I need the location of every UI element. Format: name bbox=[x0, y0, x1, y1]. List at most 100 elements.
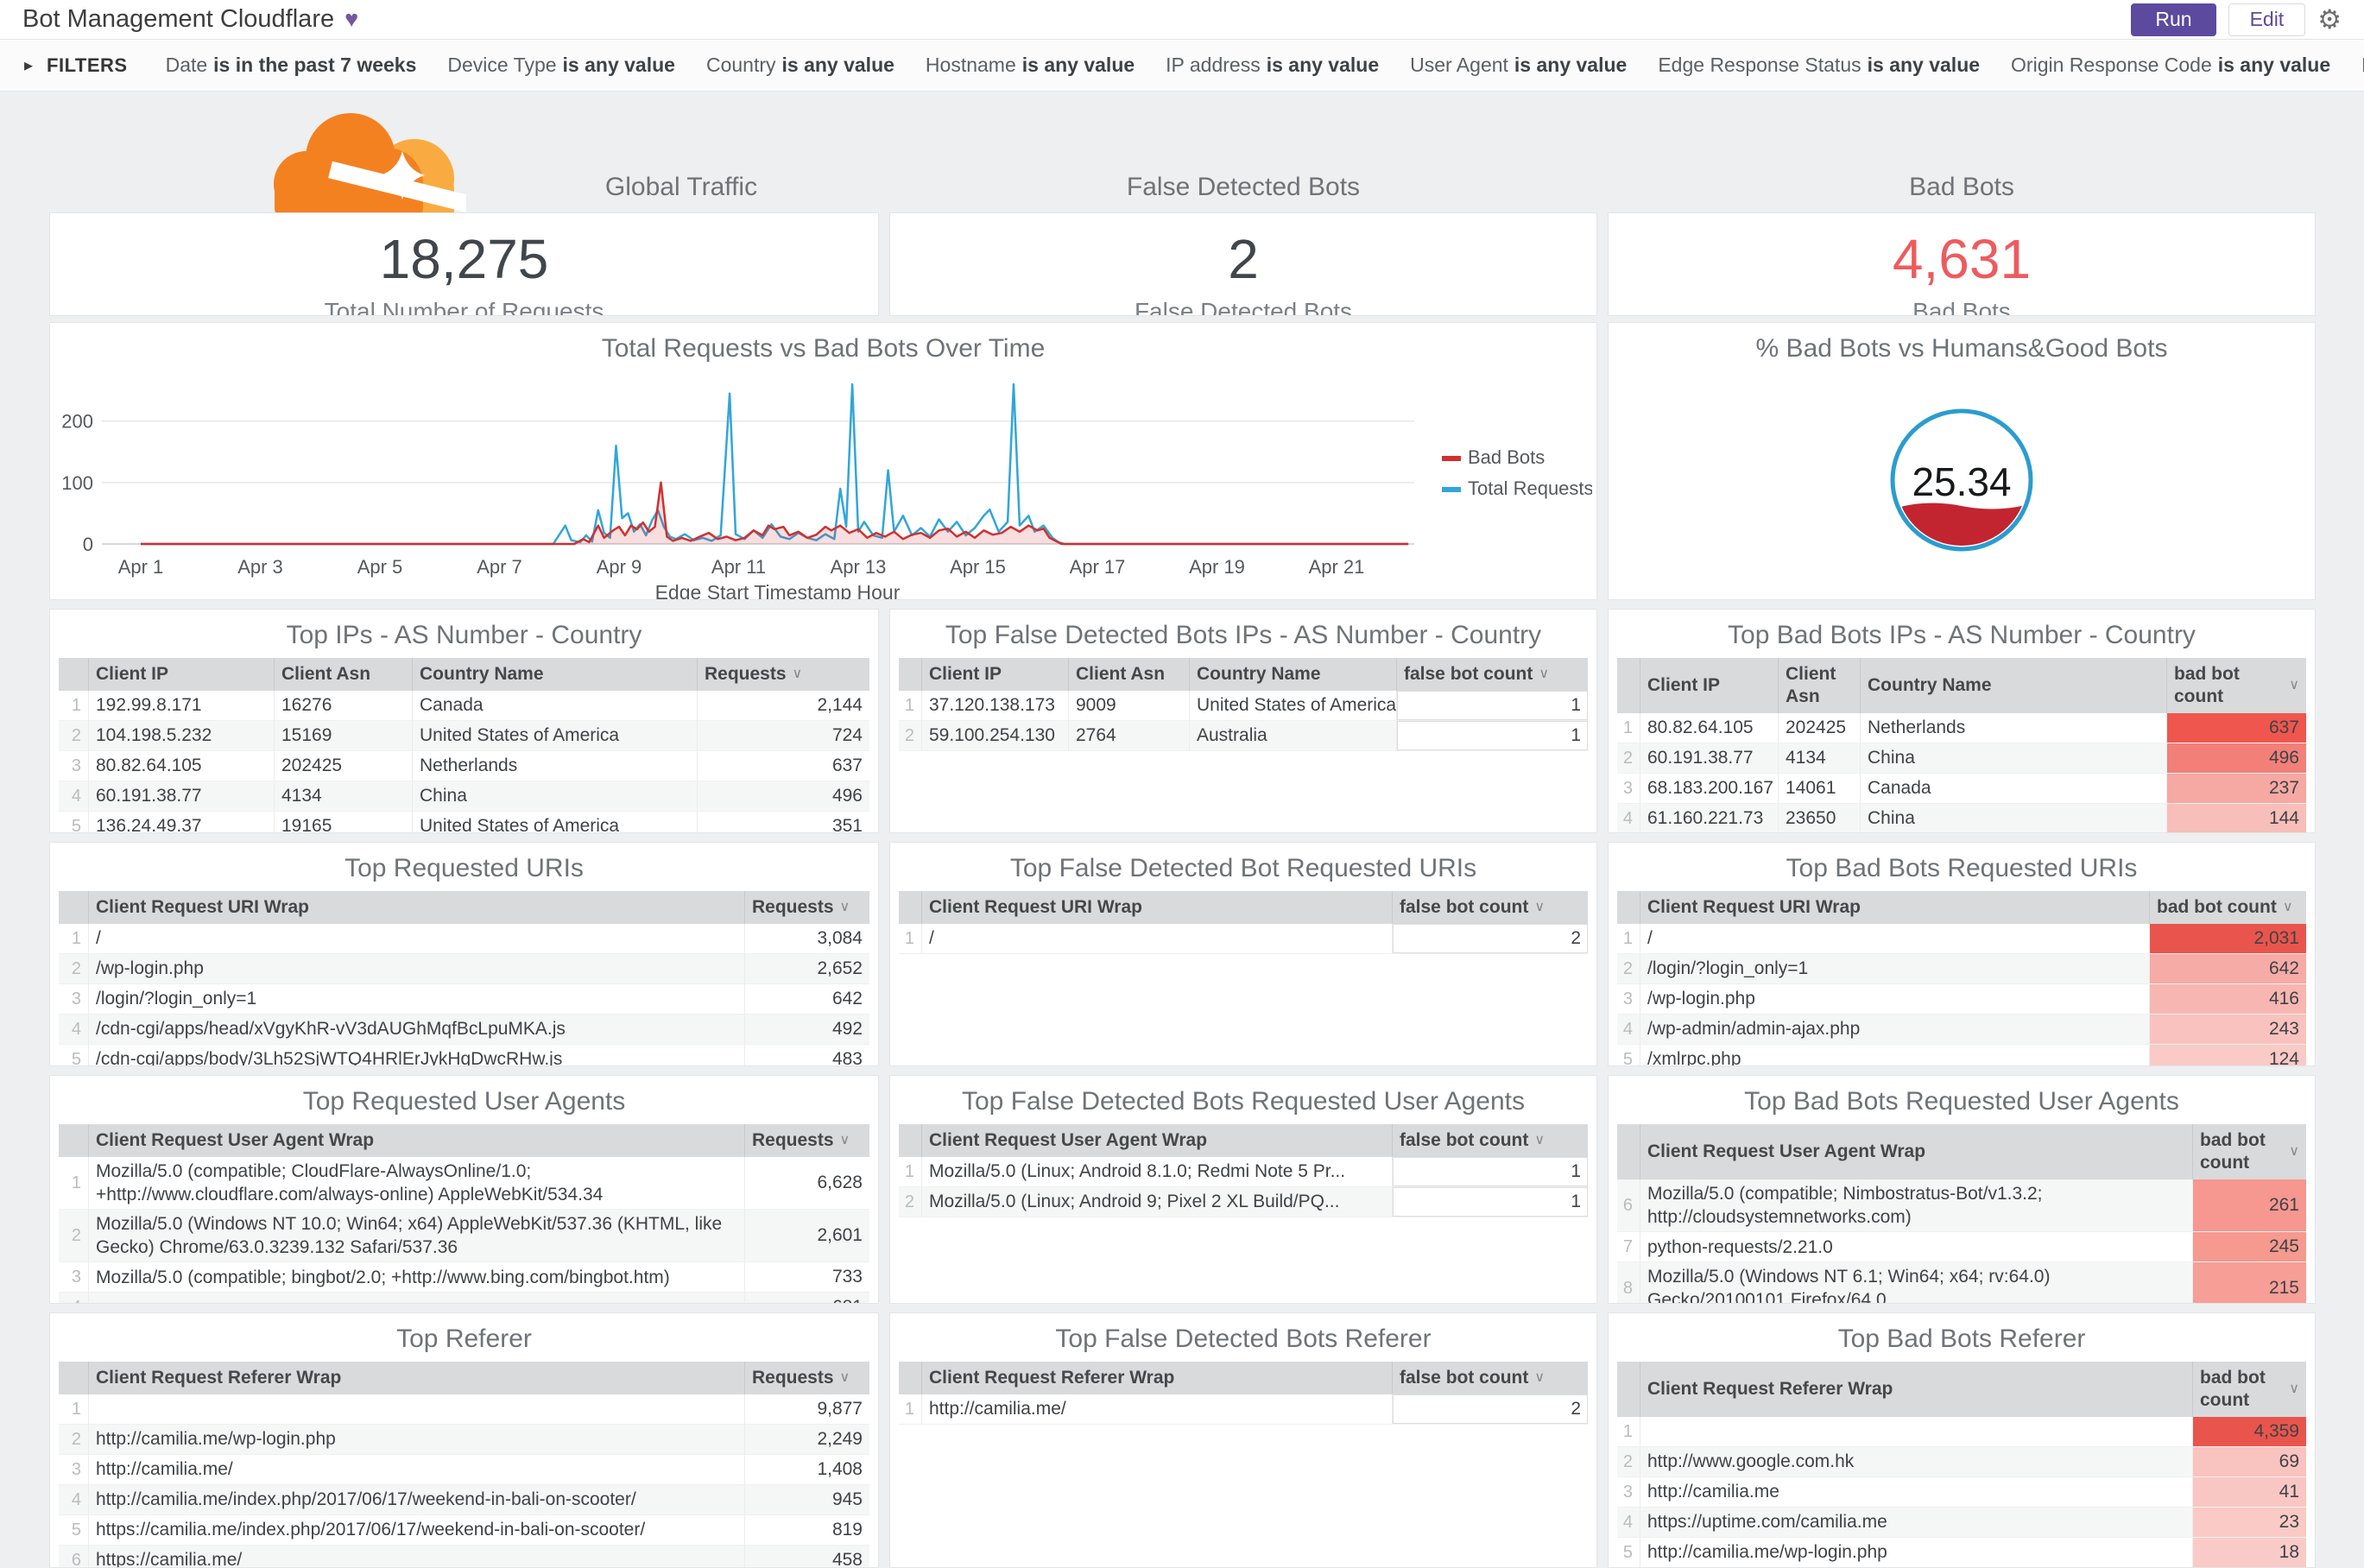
table-cell-measure[interactable]: 2,652 bbox=[744, 954, 869, 983]
column-header-measure[interactable]: bad bot count ∨ bbox=[2192, 1124, 2306, 1179]
table-cell-measure[interactable]: 2,249 bbox=[744, 1425, 869, 1454]
table-cell[interactable]: 60.191.38.77 bbox=[1640, 743, 1778, 773]
column-header-measure[interactable]: Requests ∨ bbox=[744, 1362, 869, 1394]
table-cell[interactable]: 23650 bbox=[1778, 804, 1860, 832]
table-cell[interactable]: 60.191.38.77 bbox=[88, 781, 274, 811]
column-header[interactable]: Client Request User Agent Wrap bbox=[921, 1124, 1392, 1157]
table-cell[interactable] bbox=[88, 1293, 744, 1303]
table-cell[interactable]: China bbox=[1860, 804, 2166, 832]
filter-item[interactable]: Device Type is any value bbox=[447, 54, 675, 77]
table-cell-measure[interactable]: 2,031 bbox=[2149, 924, 2306, 953]
table-cell[interactable]: /login/?login_only=1 bbox=[1640, 954, 2149, 983]
table-cell-measure[interactable]: 733 bbox=[744, 1262, 869, 1292]
table-cell[interactable]: 4134 bbox=[1778, 743, 1860, 773]
table-cell[interactable]: 19165 bbox=[274, 812, 412, 832]
table-cell[interactable]: 80.82.64.105 bbox=[88, 751, 274, 781]
table-cell-measure[interactable]: 642 bbox=[744, 984, 869, 1014]
table-cell[interactable]: http://camilia.me/ bbox=[921, 1394, 1392, 1424]
filter-item[interactable]: Date is in the past 7 weeks bbox=[166, 54, 417, 77]
column-header[interactable]: Client Request User Agent Wrap bbox=[1640, 1124, 2192, 1179]
column-header[interactable]: Client Asn bbox=[274, 658, 412, 691]
table-cell[interactable]: 37.120.138.173 bbox=[921, 691, 1068, 720]
table-cell-measure[interactable]: 416 bbox=[2149, 984, 2306, 1014]
table-cell-measure[interactable]: 124 bbox=[2149, 1045, 2306, 1065]
column-header[interactable]: Country Name bbox=[412, 658, 697, 691]
column-header[interactable]: Client Asn bbox=[1778, 658, 1860, 713]
column-header-measure[interactable]: bad bot count ∨ bbox=[2192, 1362, 2306, 1417]
table-cell[interactable]: Mozilla/5.0 (compatible; Nimbostratus-Bo… bbox=[1640, 1179, 2192, 1231]
table-cell-measure[interactable]: 681 bbox=[744, 1293, 869, 1303]
table-cell-measure[interactable]: 2,601 bbox=[744, 1210, 869, 1261]
table-cell-measure[interactable]: 1,408 bbox=[744, 1455, 869, 1484]
table-cell[interactable]: Mozilla/5.0 (Linux; Android 9; Pixel 2 X… bbox=[921, 1187, 1392, 1217]
table-cell[interactable]: 104.198.5.232 bbox=[88, 721, 274, 750]
table-cell[interactable]: 15169 bbox=[274, 721, 412, 750]
column-header-measure[interactable]: bad bot count ∨ bbox=[2166, 658, 2306, 713]
table-cell-measure[interactable]: 642 bbox=[2149, 954, 2306, 983]
table-cell[interactable]: Canada bbox=[412, 691, 697, 720]
column-header[interactable]: Client Request URI Wrap bbox=[1640, 891, 2149, 924]
table-cell[interactable]: https://uptime.com/camilia.me bbox=[1640, 1508, 2192, 1537]
table-cell-measure[interactable]: 496 bbox=[2166, 743, 2306, 773]
table-cell-measure[interactable]: 1 bbox=[1396, 691, 1588, 720]
table-cell-measure[interactable]: 237 bbox=[2166, 774, 2306, 803]
table-cell[interactable]: python-requests/2.21.0 bbox=[1640, 1232, 2192, 1261]
column-header[interactable]: Client Request Referer Wrap bbox=[88, 1362, 744, 1394]
table-cell[interactable]: 9009 bbox=[1068, 691, 1189, 720]
table-cell[interactable] bbox=[1640, 1417, 2192, 1446]
table-cell[interactable]: https://camilia.me/index.php/2017/06/17/… bbox=[88, 1515, 744, 1545]
filter-item[interactable]: Country is any value bbox=[706, 54, 894, 77]
liquid-gauge[interactable]: 25.34 bbox=[1609, 371, 2315, 600]
table-cell[interactable]: /cdn-cgi/apps/body/3Lh52SjWTQ4HRlErJykHq… bbox=[88, 1045, 744, 1065]
table-cell[interactable]: 192.99.8.171 bbox=[88, 691, 274, 720]
table-cell-measure[interactable]: 9,877 bbox=[744, 1394, 869, 1424]
table-cell[interactable]: 202425 bbox=[1778, 713, 1860, 743]
kpi-value-total-requests[interactable]: 18,275 bbox=[379, 228, 549, 290]
table-cell-measure[interactable]: 245 bbox=[2192, 1232, 2306, 1261]
table-cell[interactable]: Canada bbox=[1860, 774, 2166, 803]
table-cell[interactable]: /wp-admin/admin-ajax.php bbox=[1640, 1015, 2149, 1044]
column-header[interactable]: Country Name bbox=[1189, 658, 1396, 691]
table-cell[interactable]: / bbox=[921, 924, 1392, 953]
table-cell[interactable]: http://camilia.me/index.php/2017/06/17/w… bbox=[88, 1485, 744, 1514]
table-cell-measure[interactable]: 144 bbox=[2166, 804, 2306, 832]
table-cell[interactable]: /login/?login_only=1 bbox=[88, 984, 744, 1014]
table-cell[interactable] bbox=[88, 1394, 744, 1424]
table-cell[interactable]: Mozilla/5.0 (compatible; bingbot/2.0; +h… bbox=[88, 1262, 744, 1292]
table-cell[interactable]: China bbox=[1860, 743, 2166, 773]
column-header-measure[interactable]: false bot count ∨ bbox=[1392, 1124, 1588, 1157]
table-cell-measure[interactable]: 637 bbox=[2166, 713, 2306, 743]
filter-item[interactable]: Edge Response Status is any value bbox=[1658, 54, 1980, 77]
table-cell[interactable]: Netherlands bbox=[1860, 713, 2166, 743]
table-cell[interactable]: / bbox=[88, 924, 744, 953]
table-cell-measure[interactable]: 724 bbox=[697, 721, 869, 750]
gear-icon[interactable]: ⚙ bbox=[2317, 4, 2342, 35]
table-cell-measure[interactable]: 1 bbox=[1392, 1157, 1588, 1186]
table-cell[interactable]: United States of America bbox=[412, 812, 697, 832]
column-header[interactable]: Client IP bbox=[88, 658, 274, 691]
filter-item[interactable]: IP address is any value bbox=[1166, 54, 1379, 77]
edit-button[interactable]: Edit bbox=[2228, 3, 2306, 36]
table-cell-measure[interactable]: 483 bbox=[744, 1045, 869, 1065]
table-cell[interactable]: China bbox=[412, 781, 697, 811]
table-cell-measure[interactable]: 41 bbox=[2192, 1477, 2306, 1507]
table-cell-measure[interactable]: 458 bbox=[744, 1546, 869, 1567]
table-cell[interactable]: Australia bbox=[1189, 721, 1396, 750]
table-cell[interactable]: /wp-login.php bbox=[88, 954, 744, 983]
table-cell[interactable]: 59.100.254.130 bbox=[921, 721, 1068, 750]
table-cell-measure[interactable]: 243 bbox=[2149, 1015, 2306, 1044]
table-cell[interactable]: http://camilia.me/wp-login.php bbox=[1640, 1538, 2192, 1567]
column-header[interactable]: Client Request Referer Wrap bbox=[1640, 1362, 2192, 1417]
table-cell[interactable]: Netherlands bbox=[412, 751, 697, 781]
table-cell-measure[interactable]: 492 bbox=[744, 1015, 869, 1044]
column-header[interactable]: Client Request Referer Wrap bbox=[921, 1362, 1392, 1394]
kpi-value-bad-bots[interactable]: 4,631 bbox=[1892, 228, 2032, 290]
table-cell-measure[interactable]: 3,084 bbox=[744, 924, 869, 953]
column-header[interactable]: Country Name bbox=[1860, 658, 2166, 713]
column-header[interactable]: Client Request URI Wrap bbox=[88, 891, 744, 924]
filters-expand-caret[interactable]: ▸ bbox=[24, 56, 34, 75]
column-header[interactable]: Client Asn bbox=[1068, 658, 1189, 691]
column-header[interactable]: Client IP bbox=[921, 658, 1068, 691]
table-cell[interactable]: http://camilia.me bbox=[1640, 1477, 2192, 1507]
column-header[interactable]: Client Request User Agent Wrap bbox=[88, 1124, 744, 1157]
